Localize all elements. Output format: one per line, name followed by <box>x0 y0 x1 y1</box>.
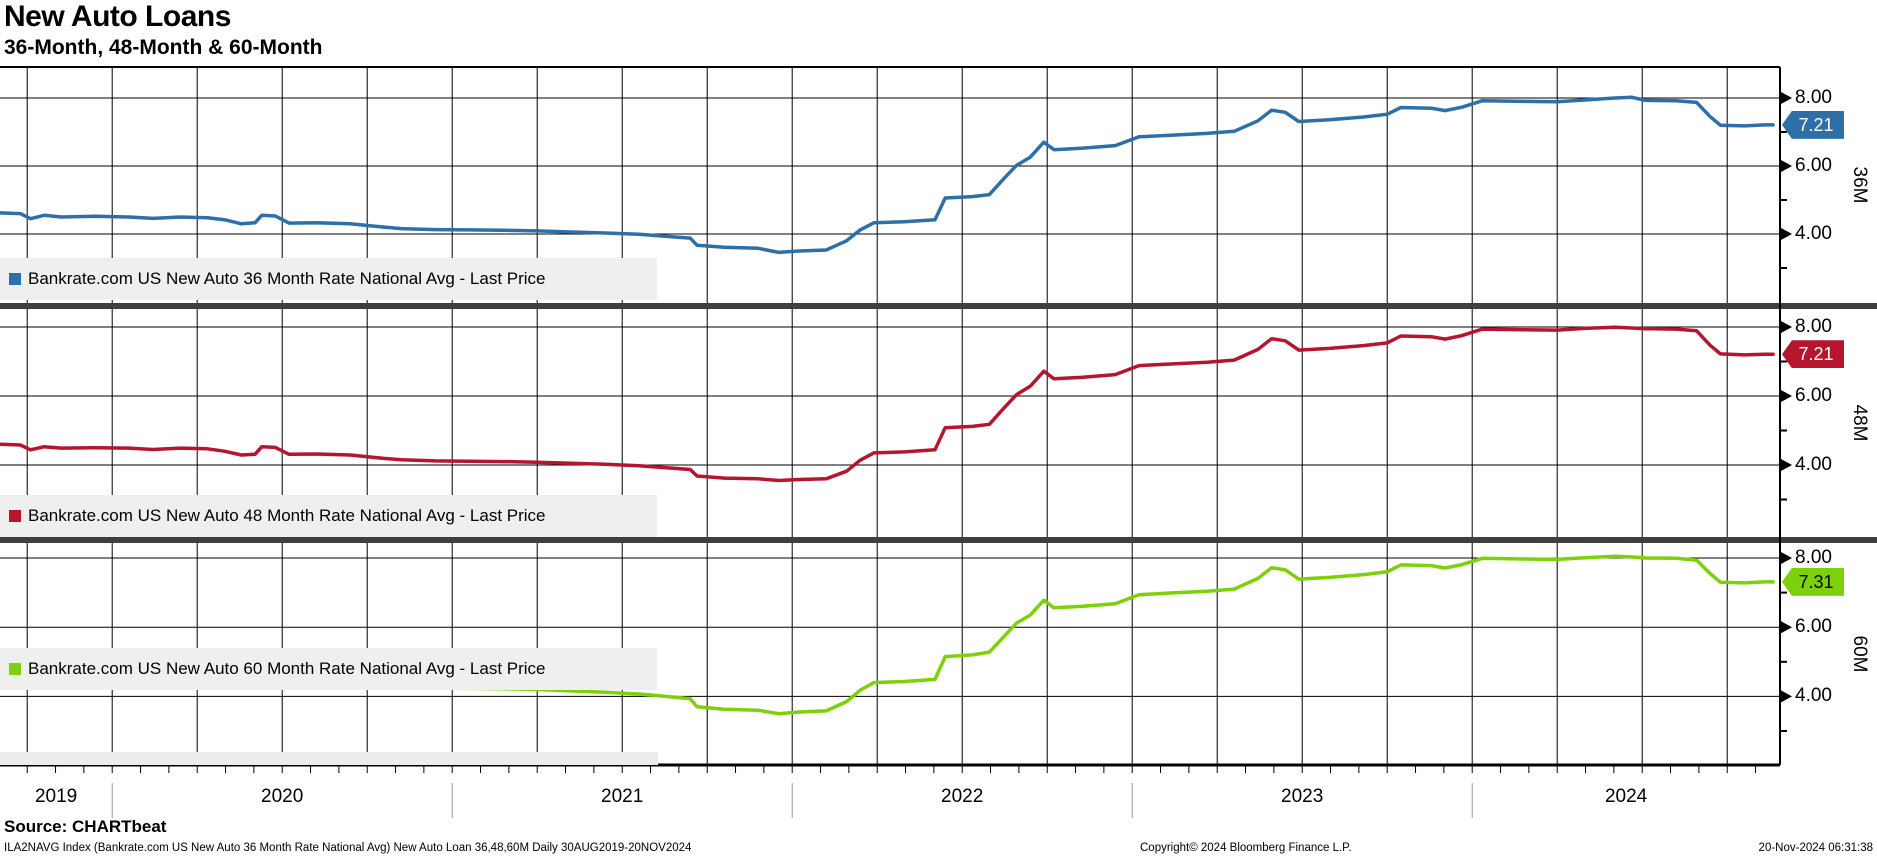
legend-label: Bankrate.com US New Auto 60 Month Rate N… <box>28 659 546 678</box>
panel-side-label: 60M <box>1849 635 1870 673</box>
page-subtitle: 36-Month, 48-Month & 60-Month <box>4 36 323 59</box>
legend-60m: Bankrate.com US New Auto 60 Month Rate N… <box>0 648 657 690</box>
last-price-tag-36m: 7.21 <box>1782 110 1844 139</box>
last-price-tag-48m: 7.21 <box>1782 340 1844 369</box>
x-year-label: 2021 <box>601 786 644 807</box>
x-year-label: 2020 <box>261 786 304 807</box>
legend-36m: Bankrate.com US New Auto 36 Month Rate N… <box>0 258 657 300</box>
y-tick-label: 6.00 <box>1795 616 1832 638</box>
x-year-label: 2019 <box>34 786 78 807</box>
axis-strip <box>0 752 658 765</box>
x-year-label: 2022 <box>941 786 984 807</box>
panel-side-label: 48M <box>1849 404 1870 442</box>
legend-marker-red-icon <box>9 510 21 522</box>
y-tick-label: 8.00 <box>1795 547 1832 568</box>
x-year-label: 2023 <box>1281 786 1324 807</box>
y-tick-label: 4.00 <box>1795 685 1832 707</box>
y-tick-label: 4.00 <box>1795 454 1832 475</box>
legend-48m: Bankrate.com US New Auto 48 Month Rate N… <box>0 495 657 537</box>
legend-marker-green-icon <box>9 663 21 675</box>
x-year-label: 2024 <box>1604 786 1648 807</box>
y-tick-label: 8.00 <box>1795 316 1832 337</box>
panel-side-label: 36M <box>1849 166 1870 204</box>
y-tick-label: 8.00 <box>1795 87 1832 108</box>
last-price-tag-60m: 7.31 <box>1782 567 1844 596</box>
y-tick-label: 6.00 <box>1795 155 1832 176</box>
index-description: ILA2NAVG Index (Bankrate.com US New Auto… <box>4 842 692 854</box>
legend-label: Bankrate.com US New Auto 36 Month Rate N… <box>28 269 546 288</box>
y-tick-label: 6.00 <box>1795 385 1832 406</box>
copyright-notice: Copyright© 2024 Bloomberg Finance L.P. <box>1140 842 1352 854</box>
render-timestamp: 20-Nov-2024 06:31:38 <box>1758 842 1873 854</box>
page-title: New Auto Loans <box>4 0 231 33</box>
legend-marker-blue-icon <box>9 273 21 285</box>
source-line: Source: CHARTbeat <box>4 817 167 836</box>
legend-label: Bankrate.com US New Auto 48 Month Rate N… <box>28 506 546 525</box>
y-tick-label: 4.00 <box>1795 223 1832 244</box>
